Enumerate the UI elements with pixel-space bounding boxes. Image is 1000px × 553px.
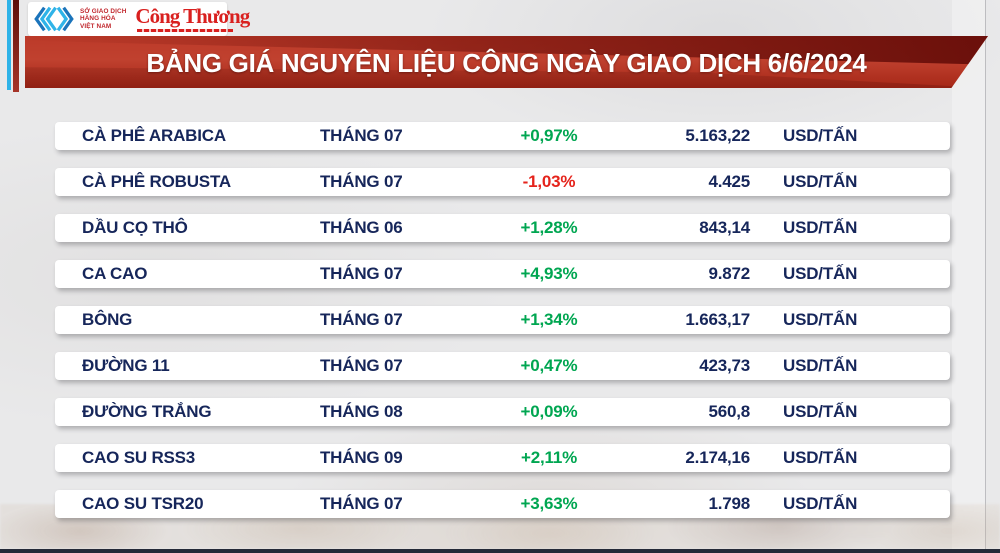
header-logo-box: SỞ GIAO DỊCH HÀNG HÓA VIỆT NAM Công Thươ… bbox=[28, 2, 250, 36]
price-unit: USD/TẤN bbox=[783, 310, 858, 329]
table-row: CAO SU TSR20 THÁNG 07 +3,63% 1.798 USD/TẤN bbox=[55, 490, 950, 518]
newspaper-tagline-strip bbox=[137, 29, 234, 32]
price-unit: USD/TẤN bbox=[783, 264, 858, 283]
contract-month: THÁNG 07 bbox=[320, 264, 403, 283]
exchange-name: SỞ GIAO DỊCH HÀNG HÓA VIỆT NAM bbox=[80, 8, 126, 30]
bottom-navy-strip bbox=[0, 549, 1000, 553]
change-percent: +4,93% bbox=[520, 264, 578, 283]
price-unit: USD/TẤN bbox=[783, 218, 858, 237]
table-row: CÀ PHÊ ARABICA THÁNG 07 +0,97% 5.163,22 USD/… bbox=[55, 122, 950, 150]
contract-month: THÁNG 07 bbox=[320, 310, 403, 329]
contract-month: THÁNG 07 bbox=[320, 126, 403, 145]
contract-month: THÁNG 08 bbox=[320, 402, 403, 421]
table-row: ĐƯỜNG TRẮNG THÁNG 08 +0,09% 560,8 USD/TẤN bbox=[55, 398, 950, 426]
price-unit: USD/TẤN bbox=[783, 356, 858, 375]
table-row: CA CAO THÁNG 07 +4,93% 9.872 USD/TẤN bbox=[55, 260, 950, 288]
price-value: 5.163,22 bbox=[685, 126, 750, 145]
commodity-name: CAO SU TSR20 bbox=[82, 494, 204, 513]
commodity-name: ĐƯỜNG 11 bbox=[82, 356, 170, 375]
commodity-name: CÀ PHÊ ARABICA bbox=[82, 126, 226, 145]
change-percent: +0,09% bbox=[520, 402, 578, 421]
mxv-chevrons-icon bbox=[34, 6, 74, 32]
commodity-name: CAO SU RSS3 bbox=[82, 448, 196, 467]
title-banner: BẢNG GIÁ NGUYÊN LIỆU CÔNG NGÀY GIAO DỊCH… bbox=[25, 36, 988, 88]
price-value: 1.798 bbox=[708, 494, 750, 513]
contract-month: THÁNG 07 bbox=[320, 494, 403, 513]
price-unit: USD/TẤN bbox=[783, 126, 858, 145]
table-row: BÔNG THÁNG 07 +1,34% 1.663,17 USD/TẤN bbox=[55, 306, 950, 334]
contract-month: THÁNG 07 bbox=[320, 356, 403, 375]
contract-month: THÁNG 07 bbox=[320, 172, 403, 191]
price-value: 1.663,17 bbox=[685, 310, 750, 329]
commodity-name: CA CAO bbox=[82, 264, 148, 283]
price-value: 843,14 bbox=[699, 218, 750, 237]
exchange-name-line2: HÀNG HÓA bbox=[80, 15, 116, 23]
newspaper-title: Công Thương bbox=[135, 4, 250, 28]
change-percent: +1,34% bbox=[520, 310, 578, 329]
exchange-name-line1: SỞ GIAO DỊCH bbox=[80, 8, 127, 16]
price-value: 4.425 bbox=[708, 172, 750, 191]
contract-month: THÁNG 06 bbox=[320, 218, 403, 237]
price-unit: USD/TẤN bbox=[783, 172, 858, 191]
commodity-name: ĐƯỜNG TRẮNG bbox=[82, 402, 212, 421]
table-row: ĐƯỜNG 11 THÁNG 07 +0,47% 423,73 USD/TẤN bbox=[55, 352, 950, 380]
table-row: DẦU CỌ THÔ THÁNG 06 +1,28% 843,14 USD/TẤN bbox=[55, 214, 950, 242]
price-unit: USD/TẤN bbox=[783, 448, 858, 467]
price-value: 423,73 bbox=[699, 356, 750, 375]
price-value: 9.872 bbox=[708, 264, 750, 283]
change-percent: +2,11% bbox=[521, 448, 577, 467]
table-row: CÀ PHÊ ROBUSTA THÁNG 07 -1,03% 4.425 USD/TẤN bbox=[55, 168, 950, 196]
price-unit: USD/TẤN bbox=[783, 494, 858, 513]
commodity-name: BÔNG bbox=[82, 310, 133, 329]
background-right-line bbox=[985, 0, 986, 553]
price-value: 2.174,16 bbox=[685, 448, 750, 467]
price-value: 560,8 bbox=[708, 402, 750, 421]
change-percent: -1,03% bbox=[522, 172, 576, 191]
price-unit: USD/TẤN bbox=[783, 402, 858, 421]
change-percent: +3,63% bbox=[520, 494, 578, 513]
contract-month: THÁNG 09 bbox=[320, 448, 403, 467]
table-row: CAO SU RSS3 THÁNG 09 +2,11% 2.174,16 USD/TẤN bbox=[55, 444, 950, 472]
change-percent: +0,97% bbox=[520, 126, 578, 145]
left-accent-maroon-stripe bbox=[13, 0, 19, 92]
background-right-strip bbox=[952, 0, 985, 553]
change-percent: +0,47% bbox=[520, 356, 578, 375]
change-percent: +1,28% bbox=[520, 218, 578, 237]
exchange-name-line3: VIỆT NAM bbox=[80, 22, 112, 30]
page-title: BẢNG GIÁ NGUYÊN LIỆU CÔNG NGÀY GIAO DỊCH… bbox=[146, 48, 867, 78]
commodity-name: DẦU CỌ THÔ bbox=[82, 218, 188, 237]
newspaper-masthead: Công Thương bbox=[135, 4, 250, 32]
left-accent-cyan-stripe bbox=[7, 0, 11, 90]
commodity-name: CÀ PHÊ ROBUSTA bbox=[82, 172, 231, 191]
